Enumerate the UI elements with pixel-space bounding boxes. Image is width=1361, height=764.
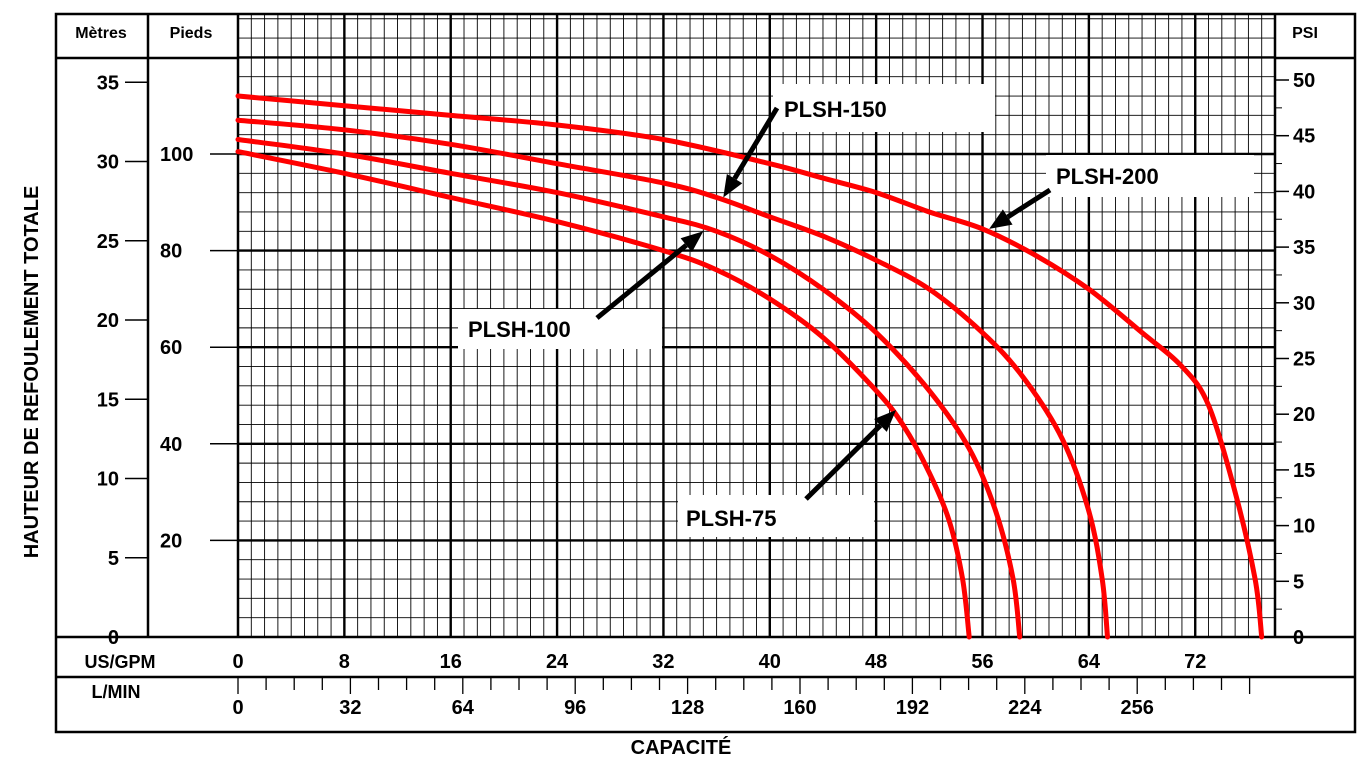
psi-tick-label: 20	[1293, 404, 1315, 426]
psi-tick-label: 40	[1293, 181, 1315, 203]
psi-tick-label: 30	[1293, 293, 1315, 315]
arrow-plsh-200	[1006, 187, 1052, 220]
metres-tick-label: 5	[108, 548, 119, 570]
psi-header: PSI	[1292, 25, 1318, 42]
label-plsh-200: PLSH-200	[1056, 164, 1159, 189]
y-axis-title: HAUTEUR DE REFOULEMENT TOTALE	[21, 186, 43, 559]
psi-tick-label: 35	[1293, 237, 1315, 259]
arrowhead-plsh-75	[874, 409, 897, 432]
usgpm-tick-label: 48	[865, 651, 887, 673]
pieds-tick-label: 80	[160, 241, 182, 263]
usgpm-tick-label: 56	[971, 651, 993, 673]
lmin-tick-label: 224	[1008, 697, 1042, 719]
label-box-plsh-200	[1046, 155, 1254, 197]
usgpm-tick-label: 64	[1078, 651, 1101, 673]
usgpm-tick-label: 40	[759, 651, 781, 673]
lmin-tick-label: 128	[671, 697, 704, 719]
curve-plsh-100	[235, 137, 1023, 640]
metres-header: Mètres	[75, 25, 127, 42]
curves	[235, 93, 1265, 640]
usgpm-tick-label: 8	[339, 651, 350, 673]
curve-plsh-75	[235, 149, 972, 640]
label-box-plsh-75	[678, 495, 874, 537]
label-plsh-75: PLSH-75	[686, 506, 776, 531]
label-box-plsh-150	[773, 84, 995, 132]
psi-tick-label: 5	[1293, 571, 1304, 593]
usgpm-tick-label: 32	[652, 651, 674, 673]
lmin-tick-label: 32	[339, 697, 361, 719]
lmin-tick-label: 256	[1121, 697, 1154, 719]
arrowhead-plsh-200	[989, 209, 1013, 229]
metres-tick-label: 35	[97, 72, 119, 94]
curve-plsh-150	[235, 117, 1110, 640]
psi-tick-label: 0	[1293, 627, 1304, 649]
lmin-tick-label: 160	[783, 697, 816, 719]
axis-ticks: 3530252015105010080604020504540353025201…	[97, 70, 1316, 719]
usgpm-tick-label: 24	[546, 651, 569, 673]
arrowhead-plsh-150	[723, 173, 743, 198]
metres-tick-label: 10	[97, 469, 119, 491]
outer-border	[54, 12, 1357, 734]
psi-tick-label: 15	[1293, 460, 1315, 482]
pieds-tick-label: 60	[160, 337, 182, 359]
metres-tick-label: 0	[108, 627, 119, 649]
lmin-tick-label: 192	[896, 697, 929, 719]
lmin-tick-label: 64	[452, 697, 475, 719]
psi-tick-label: 50	[1293, 70, 1315, 92]
psi-tick-label: 10	[1293, 516, 1315, 538]
pieds-header: Pieds	[170, 25, 213, 42]
label-plsh-150: PLSH-150	[784, 97, 887, 122]
psi-tick-label: 25	[1293, 349, 1315, 371]
metres-tick-label: 20	[97, 310, 119, 332]
usgpm-header: US/GPM	[84, 652, 155, 672]
psi-tick-label: 45	[1293, 126, 1315, 148]
metres-tick-label: 15	[97, 389, 119, 411]
arrow-plsh-150	[732, 106, 780, 180]
lmin-header: L/MIN	[92, 682, 141, 702]
metres-tick-label: 30	[97, 152, 119, 174]
arrow-plsh-100	[595, 243, 688, 320]
usgpm-tick-label: 72	[1184, 651, 1206, 673]
lmin-tick-label: 96	[564, 697, 586, 719]
arrow-plsh-75	[804, 423, 883, 501]
arrowhead-plsh-100	[680, 231, 704, 253]
annotations: PLSH-150 PLSH-200 PLSH-100 PLSH-75	[458, 84, 1254, 537]
x-axis-title: CAPACITÉ	[631, 736, 732, 759]
label-plsh-100: PLSH-100	[468, 317, 571, 342]
pieds-tick-label: 40	[160, 434, 182, 456]
usgpm-tick-label: 0	[232, 651, 243, 673]
lmin-tick-label: 0	[232, 697, 243, 719]
usgpm-tick-label: 16	[440, 651, 462, 673]
curve-plsh-200	[235, 93, 1265, 640]
pieds-tick-label: 20	[160, 530, 182, 552]
label-box-plsh-100	[458, 309, 662, 349]
metres-tick-label: 25	[97, 231, 119, 253]
pieds-tick-label: 100	[160, 144, 193, 166]
grid	[238, 14, 1276, 637]
